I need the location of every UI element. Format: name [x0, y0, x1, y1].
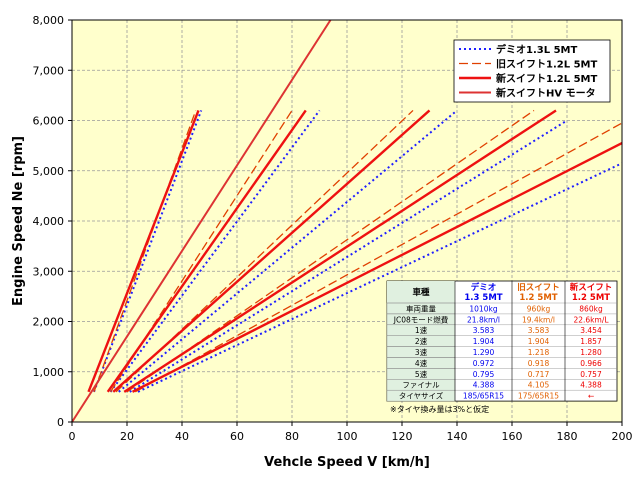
spec-footnote: ※タイヤ換み量は3%と仮定 [390, 404, 489, 414]
spec-cell-value: タイヤサイズ [399, 391, 444, 401]
series-line [87, 110, 200, 393]
spec-cell-value: 0.717 [528, 370, 550, 379]
spec-header-label: 1.2 5MT [572, 293, 610, 303]
legend-label: デミオ1.3L 5MT [496, 43, 577, 56]
spec-cell-value: 0.795 [473, 370, 495, 379]
y-tick-label: 4,000 [33, 215, 65, 228]
spec-cell-value: 860kg [579, 304, 603, 313]
axis-ticks: 0 20 40 60 80 100 120 140 160 180 200 0 1,000 2,000 3,… [33, 14, 633, 443]
series-line [93, 110, 203, 393]
spec-cell-value: 1.904 [528, 337, 550, 346]
x-axis-label: Vehcle Speed V [km/h] [264, 455, 430, 470]
x-tick-label: 40 [175, 430, 189, 443]
x-tick-label: 140 [447, 430, 468, 443]
spec-cell-value: 19.4km/l [522, 315, 555, 324]
series-line [109, 109, 321, 393]
legend-label: 新スイフトHV モータ [496, 87, 596, 100]
spec-header-label: 車種 [412, 287, 430, 298]
y-tick-label: 7,000 [33, 64, 65, 77]
spec-cell-value: 3速 [415, 348, 428, 357]
legend-label: 旧スイフト1.2L 5MT [496, 59, 597, 71]
spec-header-cell [387, 281, 455, 303]
spec-cell-value: 4.388 [580, 381, 602, 390]
y-tick-label: 3,000 [33, 265, 65, 278]
spec-cell-value: 1.290 [473, 348, 495, 357]
spec-cell-value: 車両重量 [406, 303, 436, 313]
y-tick-label: 1,000 [33, 366, 65, 379]
series-line [137, 162, 623, 393]
spec-cell-value: 5速 [415, 370, 428, 379]
series-line [106, 109, 307, 393]
x-tick-label: 20 [120, 430, 134, 443]
spec-cell-value: 4.388 [473, 381, 495, 390]
spec-cell-value: 4速 [415, 359, 428, 368]
x-tick-label: 60 [230, 430, 244, 443]
x-tick-label: 0 [69, 430, 76, 443]
series-line [134, 122, 623, 393]
y-axis-label: Engine Speed Ne [rpm] [11, 136, 26, 306]
spec-cell-value: 0.918 [528, 359, 550, 368]
x-tick-label: 200 [612, 430, 633, 443]
spec-cell-value: 1.857 [580, 337, 602, 346]
series-line [71, 19, 332, 423]
y-tick-label: 5,000 [33, 165, 65, 178]
y-tick-label: 0 [57, 416, 64, 429]
series-group [71, 19, 623, 423]
series-line [129, 119, 568, 393]
spec-cell-value: 22.6km/L [573, 315, 609, 324]
spec-header-label: デミオ [471, 282, 497, 293]
series-line [112, 109, 431, 393]
series-line [131, 142, 623, 393]
spec-cell-value: 0.966 [580, 359, 602, 368]
spec-cell-value: 3.583 [528, 326, 550, 335]
spec-cell-value: 1.280 [580, 348, 602, 357]
series-line [123, 109, 557, 393]
y-tick-label: 2,000 [33, 316, 65, 329]
spec-cell-value: 4.105 [528, 381, 550, 390]
spec-cell-value: 3.454 [580, 326, 602, 335]
y-tick-label: 8,000 [33, 14, 65, 27]
x-tick-label: 160 [502, 430, 523, 443]
spec-cell-value: 3.583 [473, 326, 495, 335]
series-line [118, 109, 458, 393]
x-tick-label: 120 [392, 430, 413, 443]
spec-header-label: 1.3 5MT [464, 293, 502, 303]
spec-cell-value: 185/65R15 [463, 392, 504, 401]
spec-cell-value: 1.904 [473, 337, 495, 346]
spec-cell-value: 2速 [415, 337, 428, 346]
spec-cell-value: 21.8km/l [467, 315, 500, 324]
spec-cell-value: 175/65R15 [518, 392, 559, 401]
spec-cell-value: ファイナル [402, 381, 440, 390]
spec-cell-value: ← [588, 392, 594, 401]
spec-cell-value: 1速 [415, 326, 428, 335]
y-tick-label: 6,000 [33, 115, 65, 128]
spec-header-label: 1.2 5MT [519, 293, 557, 303]
x-tick-label: 100 [337, 430, 358, 443]
x-tick-label: 180 [557, 430, 578, 443]
spec-cell-value: 1.218 [528, 348, 550, 357]
spec-cell-value: JC08モード燃費 [393, 314, 449, 324]
legend-label: 新スイフト1.2L 5MT [496, 72, 597, 85]
spec-header-label: 新スイフト [570, 282, 613, 293]
x-tick-label: 80 [285, 430, 299, 443]
spec-cell-value: 1010kg [469, 304, 497, 313]
spec-cell-value: 960kg [527, 304, 551, 313]
series-line [93, 110, 197, 393]
spec-cell-value: 0.757 [580, 370, 602, 379]
spec-header-label: 旧スイフト [517, 282, 560, 293]
spec-cell-value: 0.972 [473, 359, 495, 368]
